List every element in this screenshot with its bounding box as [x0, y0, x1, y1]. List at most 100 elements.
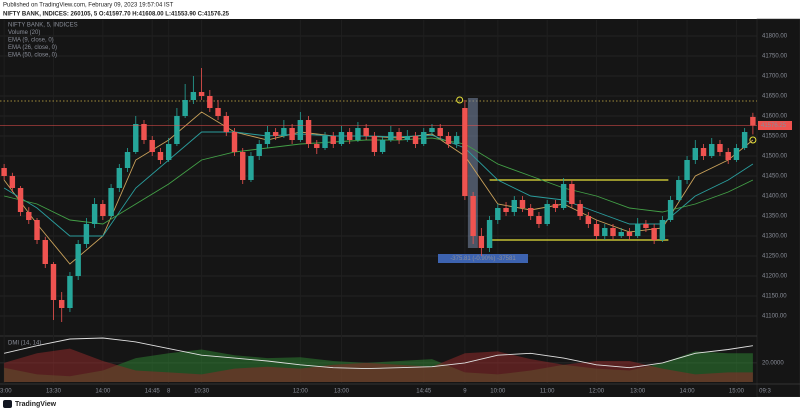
candle-body: [577, 204, 583, 216]
x-tick-label: 13:00: [0, 389, 12, 395]
y-tick-label: 41200.00: [762, 274, 788, 280]
candle-body: [519, 200, 526, 208]
candle-body: [536, 216, 542, 224]
candle-body: [593, 224, 600, 236]
candle-body: [264, 132, 271, 144]
candle-body: [34, 220, 40, 240]
x-tick-label: 15:00: [729, 389, 745, 395]
candle-body: [17, 188, 24, 212]
candle-body: [692, 148, 699, 160]
y-tick-label: 41650.00: [762, 94, 788, 100]
candle-body: [503, 208, 509, 212]
candle-body: [42, 240, 48, 264]
dmi-tick-label: 20.0000: [762, 360, 784, 366]
candle-body: [256, 144, 262, 156]
candle-body: [124, 152, 131, 168]
candle-body: [223, 116, 229, 132]
candle-body: [190, 92, 197, 100]
measure-box: [438, 254, 528, 263]
candle-body: [248, 156, 254, 180]
candle-body: [560, 184, 567, 208]
y-tick-label: 41600.00: [762, 114, 788, 120]
candle-body: [421, 132, 427, 144]
marker: [456, 96, 464, 104]
candle-body: [659, 220, 666, 240]
y-tick-label: 41550.00: [762, 134, 788, 140]
y-tick-label: 41100.00: [762, 314, 787, 320]
candle-body: [141, 124, 147, 140]
candle-body: [363, 128, 369, 136]
candle-body: [643, 224, 649, 228]
chart-background: [0, 19, 800, 397]
candle-body: [651, 228, 657, 240]
footer: [0, 397, 800, 411]
candle-body: [445, 136, 452, 144]
y-tick-label: 41500.00: [762, 154, 788, 160]
candle-body: [684, 160, 690, 180]
candle-body: [330, 136, 336, 144]
candle-body: [182, 100, 188, 116]
candle-body: [207, 96, 213, 108]
y-tick-label: 41700.00: [762, 74, 788, 80]
candle-body: [528, 208, 534, 216]
dmi-title: DMI (14, 14): [8, 341, 41, 347]
candle-body: [585, 216, 592, 224]
candle-body: [231, 132, 238, 152]
price-axis: [756, 18, 800, 398]
legend-entry: NIFTY BANK, 5, INDICES: [8, 23, 78, 29]
candle-body: [305, 120, 312, 144]
candle-body: [314, 144, 320, 148]
last-price-box: [758, 121, 792, 130]
candle-body: [478, 236, 485, 248]
candle-body: [700, 148, 707, 156]
candle-body: [610, 228, 616, 236]
x-tick-label: 12:00: [589, 389, 605, 395]
y-tick-label: 41450.00: [762, 174, 788, 180]
marker: [749, 136, 757, 144]
candle-body: [371, 136, 378, 152]
candle-body: [379, 140, 386, 152]
candle-body: [602, 228, 608, 236]
candle-body: [511, 200, 517, 212]
candle-body: [750, 116, 756, 126]
candle-body: [412, 136, 419, 144]
last-price-label: 41576.25: [761, 123, 787, 129]
x-tick-label: 9: [463, 389, 467, 395]
candle-body: [544, 204, 550, 224]
candle-body: [470, 196, 476, 236]
x-tick-label: 13:30: [46, 389, 62, 395]
logo: [3, 400, 12, 408]
candle-body: [67, 276, 73, 308]
candle-body: [157, 152, 164, 160]
y-tick-label: 41150.00: [762, 294, 787, 300]
candle-body: [83, 224, 90, 244]
candle-body: [717, 144, 723, 152]
candle-body: [322, 136, 328, 148]
candle-body: [741, 132, 748, 148]
candle-body: [552, 204, 559, 208]
y-tick-label: 41300.00: [762, 234, 788, 240]
brand: TradingView: [15, 401, 57, 408]
candle-body: [9, 176, 16, 188]
candle-body: [346, 132, 353, 140]
candle-body: [289, 128, 295, 140]
y-tick-label: 41350.00: [762, 214, 788, 220]
candle-body: [91, 204, 98, 224]
x-tick-label: 14:45: [416, 389, 432, 395]
candle-body: [733, 148, 740, 160]
candle-body: [453, 136, 460, 144]
published-line: Published on TradingView.com, February 0…: [3, 3, 174, 9]
candle-body: [486, 220, 493, 248]
candle-body: [149, 140, 155, 152]
candle-body: [634, 224, 641, 236]
x-tick-label: 10:00: [490, 389, 506, 395]
candle-body: [709, 144, 715, 156]
candle-body: [174, 116, 180, 144]
x-tick-label: 10:30: [194, 389, 210, 395]
candle-body: [618, 232, 624, 236]
candle-body: [165, 144, 172, 160]
legend-entry: EMA (9, close, 0): [8, 38, 54, 44]
candle-body: [297, 120, 304, 140]
